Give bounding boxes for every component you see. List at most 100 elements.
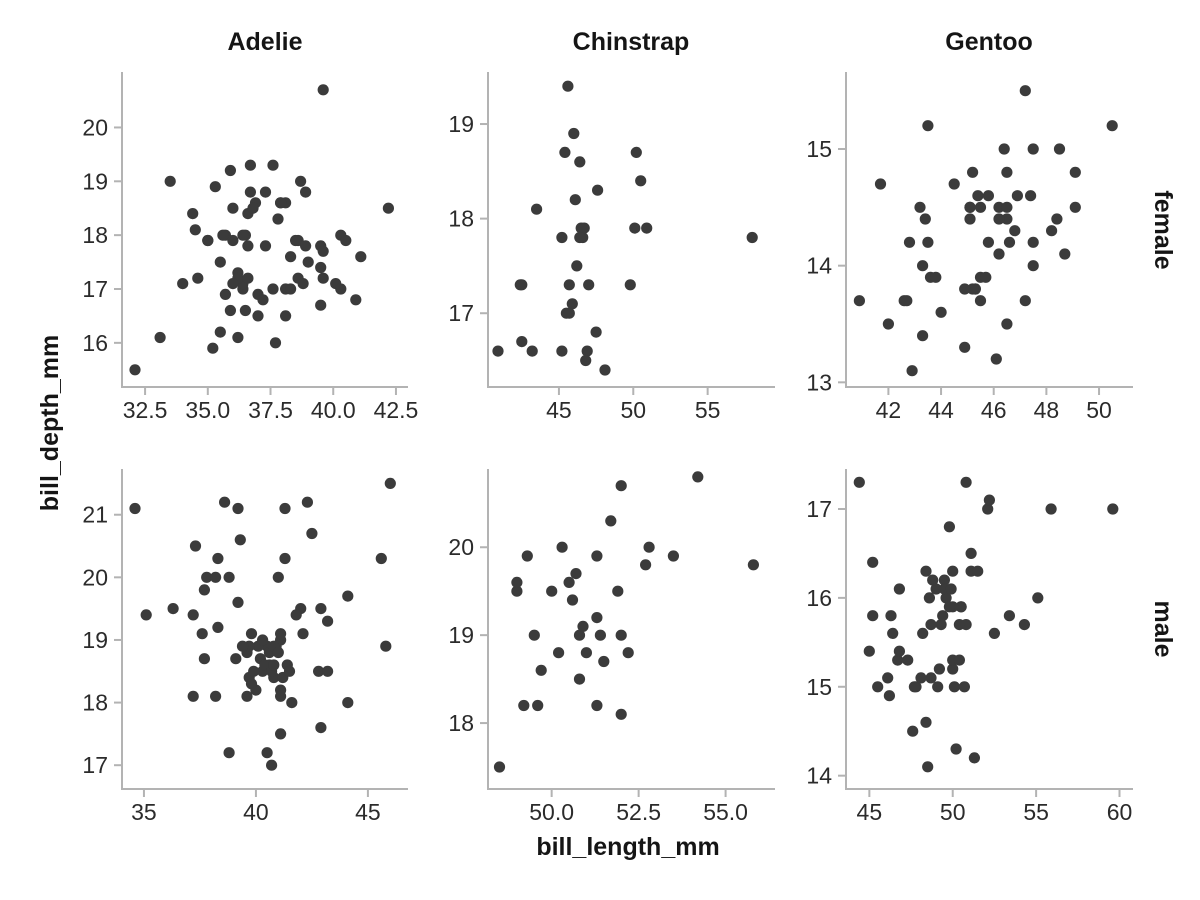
data-point [1053,143,1066,155]
data-point [930,271,942,283]
data-point [317,84,329,96]
data-point [553,647,565,659]
data-point [315,261,327,274]
data-point [980,271,992,283]
x-tick-label: 45 [546,397,572,423]
data-point [598,655,610,668]
data-point [571,260,583,272]
y-tick-label: 15 [806,136,832,162]
x-tick-label: 50 [1086,397,1112,423]
data-point [242,240,254,252]
data-point [947,663,959,675]
data-point [883,690,896,702]
data-point [570,568,582,580]
y-tick-label: 18 [82,690,108,716]
x-axis-label: bill_length_mm [536,833,720,861]
data-point [196,628,208,640]
data-point [887,627,899,640]
data-point [1001,201,1013,213]
data-point [915,672,927,684]
data-point [268,659,280,671]
data-point [629,222,641,234]
data-point [212,621,224,634]
data-point [275,728,287,740]
data-point [210,690,222,702]
data-point [917,330,929,342]
data-point [129,502,141,515]
data-point [252,310,264,322]
y-tick-label: 17 [448,300,474,326]
data-point [923,592,936,604]
y-tick-label: 20 [448,534,474,560]
data-point [275,690,287,702]
data-point [940,592,952,604]
data-point [948,178,960,190]
data-point [535,664,547,676]
data-point [943,521,956,533]
data-point [906,365,918,377]
data-point [566,594,579,606]
data-point [290,609,302,621]
data-point [853,295,866,307]
data-point [974,201,987,213]
data-point [746,231,758,244]
data-point [893,645,906,657]
x-tick-label: 55.0 [703,799,748,825]
y-tick-label: 18 [448,206,474,232]
data-point [230,653,242,665]
data-point [640,559,652,571]
data-point [998,143,1010,155]
data-point [232,502,244,515]
data-point [925,619,937,631]
data-point [227,202,239,214]
data-point [244,186,256,198]
data-point [922,236,934,248]
data-point [1046,225,1058,237]
data-point [335,283,347,295]
x-tick-label: 50 [620,397,646,423]
data-point [297,278,309,290]
data-point [919,213,931,225]
data-point [937,610,949,622]
data-point [641,222,653,234]
data-point [882,672,894,684]
data-point [993,213,1005,225]
data-point [583,279,595,291]
y-tick-label: 20 [82,114,108,140]
data-point [630,146,642,158]
x-tick-label: 55 [1023,799,1049,825]
panel-gentoo-female: 42 44 46 48 50 15 14 13 [806,72,1133,423]
x-tick-label: 35.0 [185,397,230,423]
data-point [903,236,916,248]
data-point [574,231,586,244]
data-point [874,178,887,190]
data-point [917,260,929,272]
row-label-female: female [1149,190,1177,270]
data-point [257,634,269,646]
data-point [950,743,962,755]
data-point [615,629,627,641]
data-point [867,556,879,568]
data-point [272,213,284,225]
x-tick-label: 35 [131,799,157,825]
data-point [562,80,574,92]
data-point [953,619,966,631]
data-point [993,248,1005,260]
data-point [236,640,249,652]
data-point [242,272,254,284]
data-point [1018,619,1030,631]
data-point [927,574,939,586]
data-point [342,590,354,602]
data-point [315,722,327,734]
x-tick-label: 50 [940,799,966,825]
data-point [1069,166,1081,178]
data-point [1025,190,1037,202]
data-point [518,699,530,712]
data-point [867,610,879,622]
data-point [1045,503,1057,515]
data-point [563,279,575,291]
data-point [317,245,329,257]
data-point [267,159,279,171]
data-point [272,571,284,583]
